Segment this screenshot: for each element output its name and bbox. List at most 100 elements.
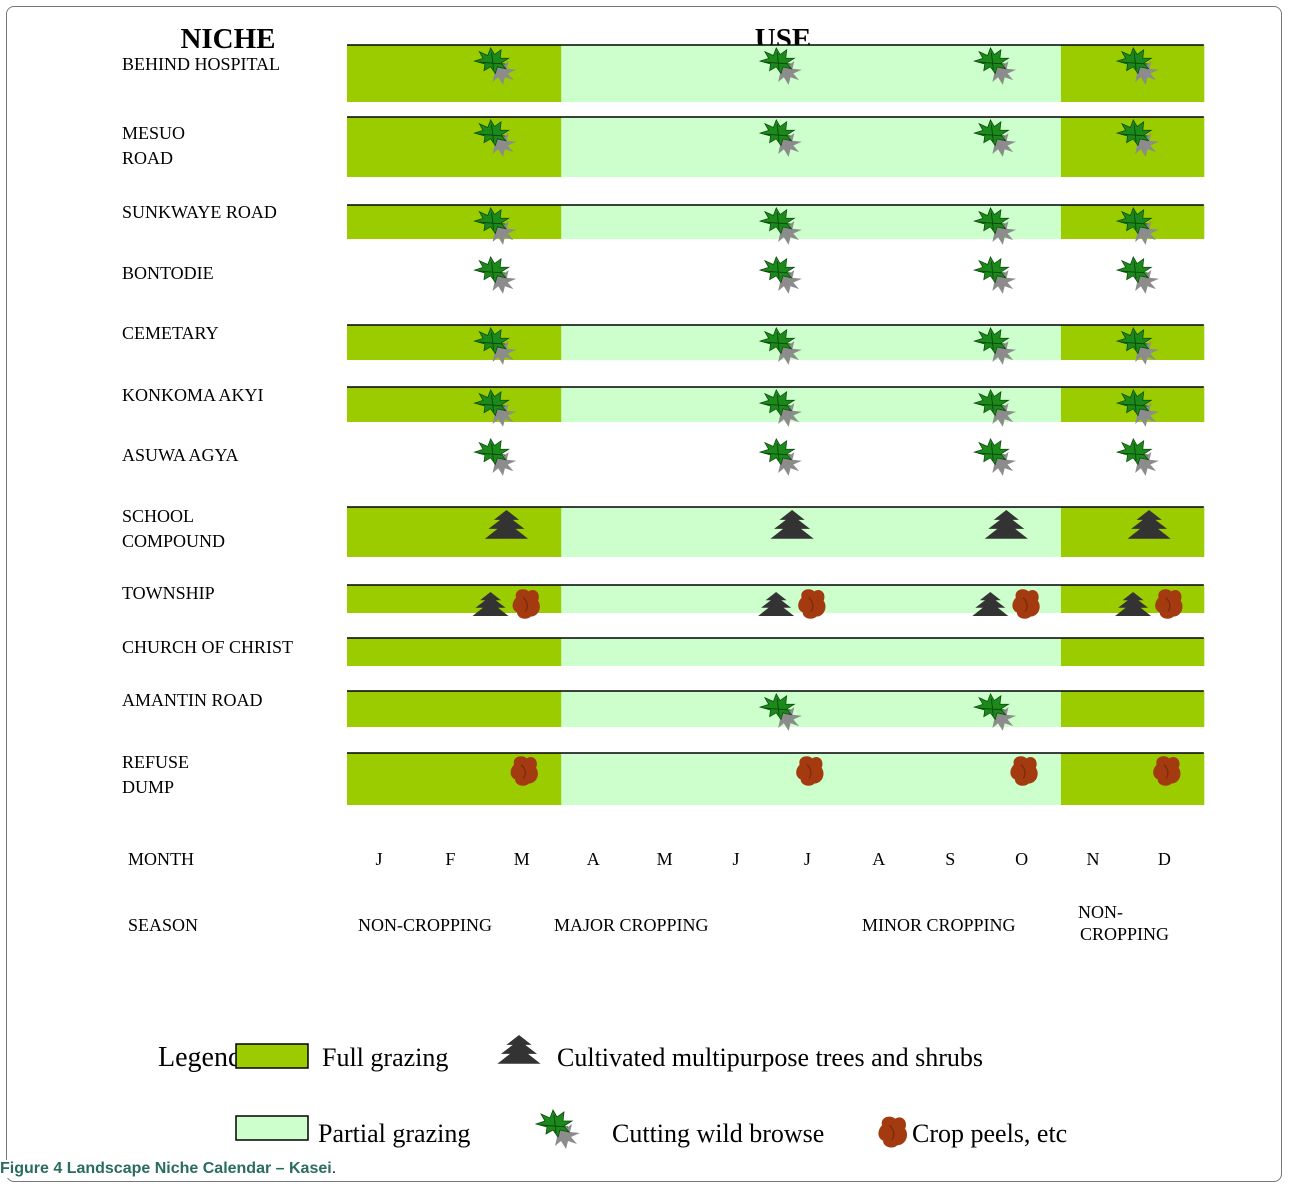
grazing-cell-full	[418, 45, 491, 102]
grazing-cell-partial	[989, 638, 1062, 666]
grazing-cell-partial	[846, 205, 919, 239]
month-label: A	[872, 849, 885, 869]
season-axis: NON-CROPPING MAJOR CROPPING MINOR CROPPING…	[358, 902, 1169, 944]
grazing-cell-full	[418, 753, 491, 805]
grazing-cell-partial	[846, 507, 919, 557]
browse-icon	[1115, 388, 1159, 427]
grazing-cell-partial	[632, 691, 705, 727]
browse-icon	[758, 118, 802, 157]
month-label: N	[1087, 849, 1100, 869]
browse-icon	[473, 326, 517, 365]
browse-icon	[473, 437, 517, 476]
niche-label: SCHOOL COMPOUND	[122, 506, 225, 551]
niche-label: MESUO ROAD	[122, 123, 185, 168]
grazing-cell-full	[1061, 45, 1133, 102]
legend-browse-label: Cutting wild browse	[612, 1119, 824, 1148]
legend: Legend: Full grazing Cultivated multipur…	[158, 1035, 1067, 1149]
grazing-cell-full	[1061, 117, 1133, 177]
grazing-cell-partial	[704, 753, 776, 805]
browse-icon	[758, 255, 802, 294]
grazing-cell-partial	[918, 638, 991, 666]
figure-caption: Figure 4 Landscape Niche Calendar – Kase…	[0, 1160, 341, 1178]
niche-row: AMANTIN ROAD	[122, 690, 1205, 731]
grazing-cell-full	[1061, 638, 1133, 666]
grazing-cell-partial	[918, 585, 991, 613]
niche-row: CHURCH OF CHRIST	[122, 637, 1205, 666]
niche-row: SUNKWAYE ROAD	[122, 202, 1205, 245]
grazing-cell-full	[418, 585, 491, 613]
browse-icon	[1115, 46, 1159, 85]
grazing-cell-partial	[846, 585, 919, 613]
grazing-cell-full	[347, 753, 419, 805]
legend-partial-swatch	[235, 1115, 309, 1141]
niche-row: BONTODIE	[122, 255, 1159, 294]
grazing-cell-full	[489, 638, 562, 666]
niche-label: CHURCH OF CHRIST	[122, 637, 293, 657]
grazing-cell-partial	[561, 507, 634, 557]
browse-icon	[1115, 118, 1159, 157]
niche-label: SUNKWAYE ROAD	[122, 202, 277, 222]
niche-row: TOWNSHIP	[122, 583, 1205, 619]
grazing-cell-partial	[632, 638, 705, 666]
grazing-cell-full	[418, 638, 491, 666]
niche-row: BEHIND HOSPITAL	[122, 44, 1205, 102]
legend-tree-icon	[497, 1035, 541, 1064]
grazing-cell-full	[1132, 638, 1205, 666]
month-row-label: MONTH	[128, 849, 194, 869]
grazing-cell-partial	[561, 585, 634, 613]
grazing-cell-partial	[704, 507, 776, 557]
browse-icon	[972, 326, 1017, 365]
month-label: M	[657, 849, 673, 869]
grazing-cell-partial	[918, 691, 991, 727]
grazing-cell-partial	[561, 691, 634, 727]
grazing-cell-full	[489, 691, 562, 727]
browse-icon	[972, 388, 1017, 427]
month-label: S	[945, 849, 955, 869]
niche-row: MESUO ROAD	[122, 116, 1205, 177]
legend-tree-label: Cultivated multipurpose trees and shrubs	[557, 1043, 983, 1072]
grazing-cell-partial	[561, 205, 634, 239]
grazing-cell-partial	[846, 691, 919, 727]
peel-icon	[796, 756, 824, 786]
grazing-cell-full	[347, 325, 419, 360]
grazing-cell-partial	[632, 45, 705, 102]
grazing-cell-full	[1061, 585, 1133, 613]
browse-glyph	[534, 1109, 580, 1149]
season-label: NON-CROPPING	[358, 915, 492, 935]
grazing-cell-partial	[632, 507, 705, 557]
grazing-cell-partial	[846, 325, 919, 360]
grazing-cell-partial	[561, 753, 634, 805]
peel-icon	[512, 589, 540, 619]
grazing-cell-partial	[704, 585, 776, 613]
browse-icon	[473, 46, 517, 85]
niche-label: TOWNSHIP	[122, 583, 215, 603]
grazing-cell-partial	[561, 117, 634, 177]
grazing-cell-partial	[918, 753, 991, 805]
caption-end: .	[331, 1160, 337, 1177]
browse-icon	[972, 437, 1017, 476]
browse-icon	[1115, 326, 1159, 365]
grazing-cell-full	[418, 691, 491, 727]
grazing-cell-partial	[632, 387, 705, 422]
month-label: D	[1158, 849, 1171, 869]
grazing-cell-full	[347, 507, 419, 557]
niche-label: AMANTIN ROAD	[122, 690, 263, 710]
month-label: F	[445, 849, 455, 869]
browse-icon	[972, 206, 1017, 245]
figure-frame	[6, 6, 1282, 1182]
browse-icon	[1115, 206, 1159, 245]
figure-title: Landscape Niche Calendar – Kasei	[66, 1160, 332, 1177]
legend-peel-label: Crop peels, etc	[912, 1119, 1067, 1148]
legend-full-label: Full grazing	[322, 1043, 448, 1072]
grazing-cell-partial	[775, 638, 848, 666]
niche-label: ASUWA AGYA	[122, 445, 239, 465]
grazing-cell-full	[347, 585, 419, 613]
grazing-cell-full	[418, 507, 491, 557]
niche-row: REFUSE DUMP	[122, 752, 1205, 805]
grazing-cell-partial	[704, 45, 776, 102]
grazing-cell-partial	[918, 117, 991, 177]
month-label: O	[1015, 849, 1028, 869]
grazing-cell-partial	[632, 325, 705, 360]
legend-peel-icon	[878, 1116, 908, 1148]
grazing-cell-full	[347, 638, 419, 666]
